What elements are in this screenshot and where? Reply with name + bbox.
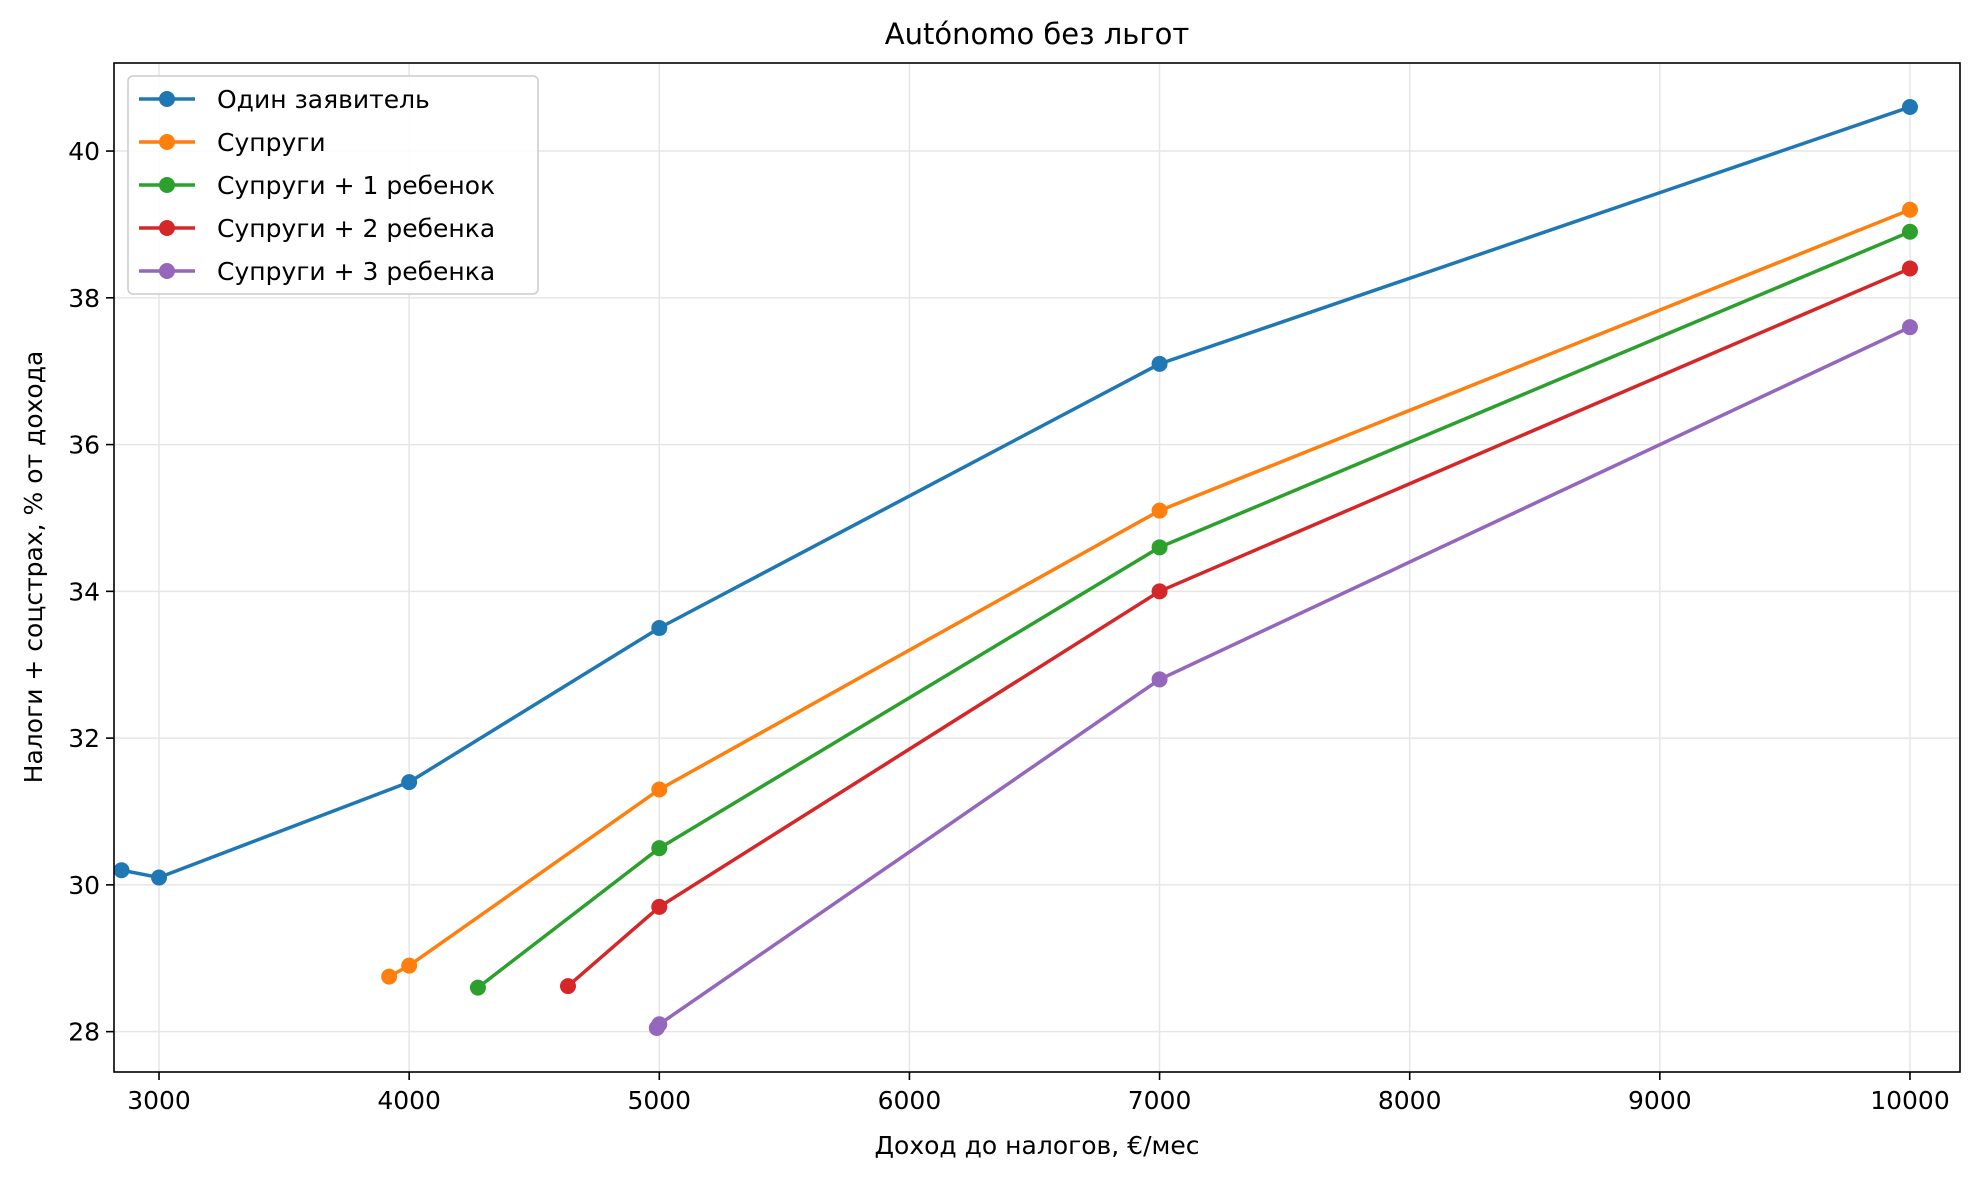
x-tick-label: 3000 (127, 1086, 191, 1115)
y-tick-label: 38 (68, 284, 100, 313)
legend-marker (159, 91, 175, 107)
series-layer (113, 99, 1918, 1036)
y-tick-label: 36 (68, 431, 100, 460)
series-line (388, 208, 1911, 979)
x-tick-label: 4000 (377, 1086, 441, 1115)
data-point (1151, 502, 1168, 519)
x-tick-label: 8000 (1378, 1086, 1442, 1115)
data-point (1151, 671, 1168, 688)
data-point (651, 898, 668, 915)
data-point (1151, 583, 1168, 600)
data-point (1901, 99, 1918, 116)
y-tick-label: 34 (68, 577, 100, 606)
data-point (1151, 355, 1168, 372)
legend-marker (159, 134, 175, 150)
series-4 (559, 260, 1918, 995)
legend-label: Супруги + 3 ребенка (217, 257, 495, 286)
series-line (655, 325, 1911, 1029)
legend-item: Супруги + 2 ребенка (139, 214, 495, 243)
legend-item: Супруги + 3 ребенка (139, 257, 495, 286)
data-point (1901, 260, 1918, 277)
plot-frame (113, 62, 1961, 1073)
data-point (1151, 539, 1168, 556)
series-2 (381, 201, 1918, 985)
legend: Один заявитель Супруги Супруги + 1 ребенок… (127, 75, 539, 295)
x-tick-label: 5000 (627, 1086, 691, 1115)
legend-marker (159, 220, 175, 236)
chart-title: Autónomo без льгот (885, 17, 1190, 51)
data-point (113, 862, 130, 879)
data-point (651, 620, 668, 637)
data-point (469, 979, 486, 996)
x-tick-label: 6000 (878, 1086, 942, 1115)
x-axis-label: Доход до налогов, €/мес (875, 1131, 1200, 1160)
legend-label: Супруги (217, 128, 326, 157)
legend-marker (159, 263, 175, 279)
series-line (566, 266, 1911, 988)
x-tick-label: 10000 (1870, 1086, 1950, 1115)
y-tick-label: 28 (68, 1018, 100, 1047)
series-1 (113, 99, 1918, 886)
data-point (559, 978, 576, 995)
series-3 (469, 223, 1918, 996)
y-tick-label: 32 (68, 724, 100, 753)
data-point (651, 840, 668, 857)
legend-marker (159, 177, 175, 193)
legend-box (127, 75, 539, 295)
axis-ticks: 3000 4000 5000 6000 7000 8000 9000 10000 28 30 32 3… (68, 137, 1950, 1115)
legend-item: Супруги + 1 ребенок (139, 171, 495, 200)
series-line (476, 230, 1911, 989)
legend-label: Один заявитель (217, 85, 430, 114)
y-axis-label: Налоги + соцстрах, % от дохода (19, 351, 48, 784)
data-point (1901, 201, 1918, 218)
data-point (151, 869, 168, 886)
data-point (1901, 319, 1918, 336)
data-point (401, 774, 418, 791)
grid (114, 63, 1960, 1072)
data-point (381, 968, 398, 985)
legend-label: Супруги + 1 ребенок (217, 171, 495, 200)
data-point (1901, 223, 1918, 240)
legend-label: Супруги + 2 ребенка (217, 214, 495, 243)
legend-item: Один заявитель (139, 85, 430, 114)
x-tick-label: 7000 (1128, 1086, 1192, 1115)
series-5 (648, 319, 1918, 1036)
data-point (651, 781, 668, 798)
legend-item: Супруги (139, 128, 326, 157)
y-tick-label: 40 (68, 137, 100, 166)
y-tick-label: 30 (68, 871, 100, 900)
x-tick-label: 9000 (1628, 1086, 1692, 1115)
data-point (651, 1016, 668, 1033)
data-point (401, 957, 418, 974)
